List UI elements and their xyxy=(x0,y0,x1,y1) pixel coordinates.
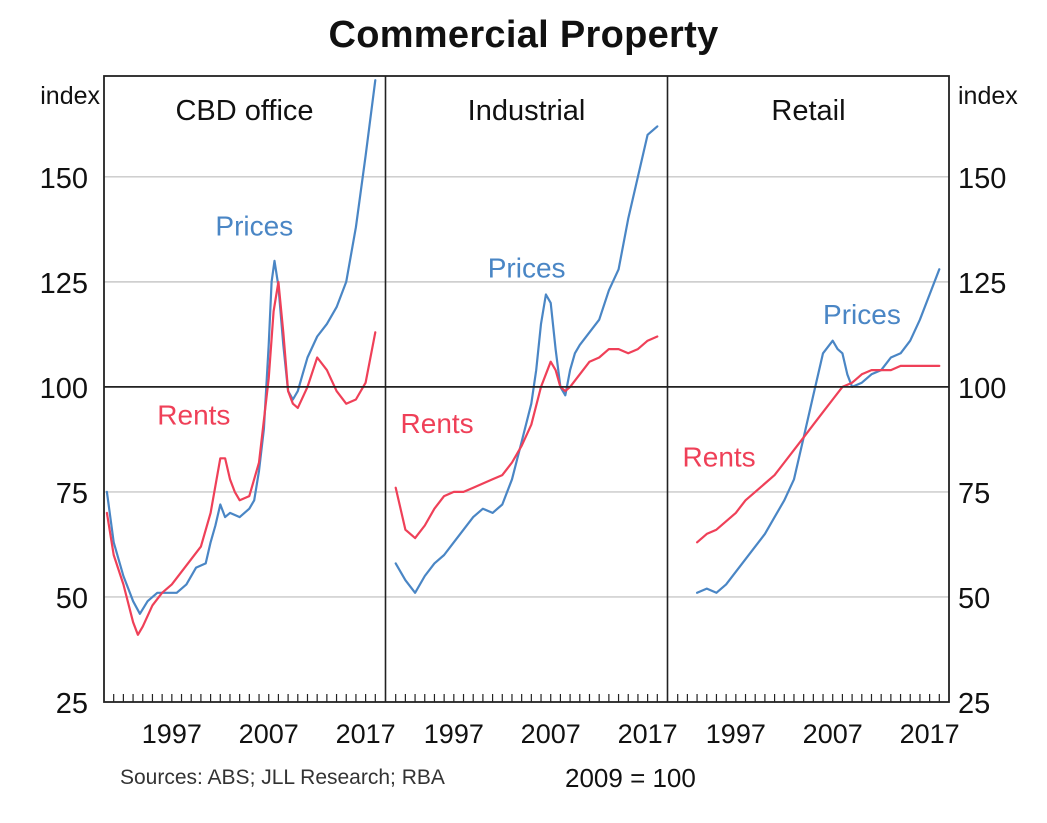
series-line-retail-rents xyxy=(695,364,941,544)
annotation-cbd-office-prices: Prices xyxy=(215,211,293,242)
y-tick-label-right-125: 125 xyxy=(958,268,1006,300)
x-tick-label-retail-2017: 2017 xyxy=(900,719,960,749)
y-tick-label-left-150: 150 xyxy=(40,163,88,195)
y-tick-label-right-75: 75 xyxy=(958,478,990,510)
y-tick-label-left-125: 125 xyxy=(40,268,88,300)
y-tick-label-right-150: 150 xyxy=(958,163,1006,195)
series-line-cbd-office-rents xyxy=(105,280,377,636)
y-tick-label-left-75: 75 xyxy=(56,478,88,510)
panel-title-cbd-office: CBD office xyxy=(175,95,313,127)
x-tick-label-cbd-office-2007: 2007 xyxy=(239,719,299,749)
series-line-retail-prices xyxy=(695,268,941,594)
y-tick-label-left-50: 50 xyxy=(56,583,88,615)
annotation-industrial-prices: Prices xyxy=(488,253,566,284)
panel-title-retail: Retail xyxy=(771,95,845,127)
x-tick-label-cbd-office-2017: 2017 xyxy=(336,719,396,749)
x-tick-label-retail-1997: 1997 xyxy=(706,719,766,749)
panel-title-industrial: Industrial xyxy=(468,95,586,127)
x-tick-label-industrial-2007: 2007 xyxy=(521,719,581,749)
x-tick-label-retail-2007: 2007 xyxy=(803,719,863,749)
y-axis-label-right: index xyxy=(958,82,1018,110)
x-tick-label-industrial-2017: 2017 xyxy=(618,719,678,749)
base-year-note: 2009 = 100 xyxy=(565,763,696,793)
y-axis-label-left: index xyxy=(40,82,100,110)
annotation-retail-rents: Rents xyxy=(683,442,756,473)
x-tick-label-cbd-office-1997: 1997 xyxy=(142,719,202,749)
y-tick-label-right-25: 25 xyxy=(958,688,990,720)
y-tick-label-right-100: 100 xyxy=(958,373,1006,405)
annotation-cbd-office-rents: Rents xyxy=(157,400,230,431)
x-tick-label-industrial-1997: 1997 xyxy=(424,719,484,749)
plot-frame xyxy=(103,75,950,703)
y-tick-label-right-50: 50 xyxy=(958,583,990,615)
y-tick-label-left-100: 100 xyxy=(40,373,88,405)
y-tick-label-left-25: 25 xyxy=(56,688,88,720)
series-line-industrial-prices xyxy=(394,125,659,594)
annotation-industrial-rents: Rents xyxy=(401,408,474,439)
annotation-retail-prices: Prices xyxy=(823,299,901,330)
chart-title: Commercial Property xyxy=(328,14,719,56)
series-line-cbd-office-prices xyxy=(105,79,377,615)
series-line-industrial-rents xyxy=(394,335,659,540)
sources-note: Sources: ABS; JLL Research; RBA xyxy=(120,766,445,789)
